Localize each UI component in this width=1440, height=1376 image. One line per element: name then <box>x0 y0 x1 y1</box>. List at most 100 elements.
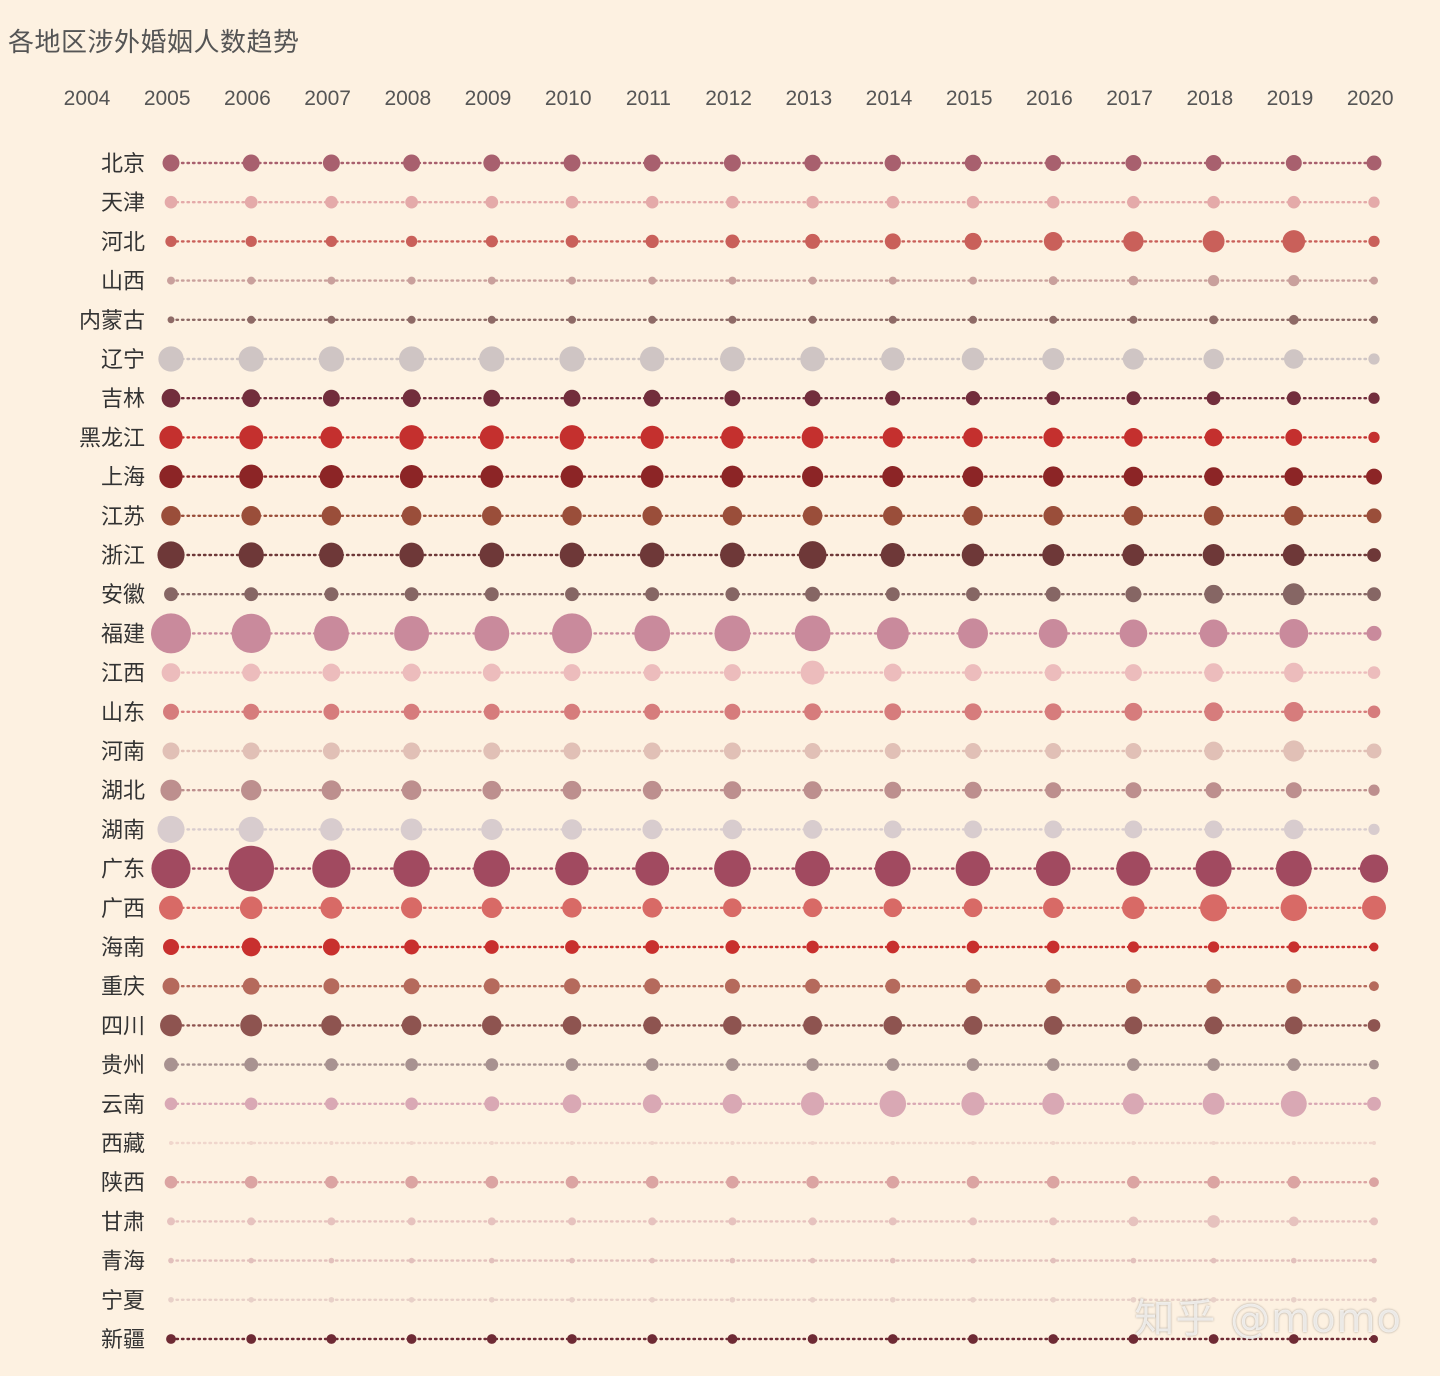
bubble-point <box>1202 1092 1225 1115</box>
bubble-point <box>807 1334 818 1344</box>
bubble-point <box>1366 508 1382 524</box>
bubble-point <box>1043 506 1063 526</box>
bubble-point <box>1362 895 1386 920</box>
bubble-point <box>408 1296 415 1303</box>
bubble-point <box>876 617 909 650</box>
bubble-point <box>1284 349 1304 369</box>
bubble-point <box>725 940 740 954</box>
bubble-point <box>964 820 982 839</box>
bubble-point <box>562 1016 582 1035</box>
bubble-point <box>231 613 271 653</box>
bubble-point <box>228 845 275 892</box>
bubble-point <box>803 898 822 918</box>
bubble-point <box>401 897 423 919</box>
year-tick-label: 2014 <box>866 87 913 110</box>
bubble-point <box>322 742 340 760</box>
bubble-point <box>642 506 662 526</box>
bubble-point <box>244 1097 258 1111</box>
bubble-point <box>483 978 500 995</box>
bubble-point <box>640 425 664 450</box>
bubble-point <box>810 1141 815 1145</box>
bubble-point <box>242 977 260 995</box>
bubble-point <box>1123 506 1144 526</box>
bubble-point <box>969 276 977 285</box>
bubble-point <box>167 1217 175 1226</box>
bubble-point <box>1367 1019 1381 1032</box>
bubble-point <box>1370 315 1378 324</box>
bubble-point <box>642 780 662 800</box>
bubble-point <box>1279 618 1309 648</box>
bubble-point <box>319 464 344 489</box>
bubble-point <box>485 235 498 248</box>
bubble-point <box>800 1092 825 1116</box>
bubble-point <box>1368 353 1380 365</box>
bubble-point <box>482 1015 502 1036</box>
bubble-point <box>720 542 745 568</box>
bubble-point <box>724 703 741 720</box>
bubble-point <box>649 1296 656 1303</box>
bubble-point <box>399 425 424 450</box>
region-label: 云南 <box>101 1093 145 1118</box>
bubble-point <box>642 898 662 918</box>
region-label: 湖南 <box>101 818 145 843</box>
bubble-point <box>1369 981 1379 992</box>
bubble-point <box>1208 1334 1219 1344</box>
bubble-point <box>326 1334 337 1344</box>
bubble-point <box>1367 666 1381 679</box>
bubble-point <box>407 276 416 285</box>
bubble-point <box>563 154 581 172</box>
bubble-point <box>405 1058 418 1071</box>
region-label: 青海 <box>101 1250 145 1275</box>
year-tick-label: 2013 <box>785 87 832 110</box>
bubble-point <box>403 978 420 995</box>
bubble-point <box>559 346 585 372</box>
bubble-point <box>643 389 661 407</box>
bubble-point <box>327 315 336 324</box>
bubble-point <box>1042 1092 1065 1115</box>
year-tick-label: 2012 <box>705 87 752 110</box>
bubble-point <box>241 506 261 526</box>
region-label: 福建 <box>101 622 145 647</box>
bubble-point <box>164 587 178 602</box>
bubble-point <box>474 615 510 651</box>
bubble-point <box>882 427 903 448</box>
region-label: 黑龙江 <box>79 426 145 451</box>
bubble-point <box>1043 427 1063 448</box>
bubble-point <box>962 466 984 487</box>
bubble-point <box>1045 155 1062 171</box>
bubble-point <box>159 895 183 920</box>
bubble-point <box>403 154 421 172</box>
bubble-point <box>1367 587 1381 602</box>
bubble-point <box>883 1016 903 1035</box>
year-tick-label: 2018 <box>1186 87 1233 110</box>
bubble-point <box>804 154 821 172</box>
bubble-point <box>887 1334 898 1344</box>
bubble-point <box>1048 276 1058 286</box>
bubble-point <box>406 1334 417 1344</box>
bubble-point <box>650 1141 655 1145</box>
region-label: 河南 <box>101 740 145 765</box>
bubble-point <box>963 427 983 448</box>
bubble-point <box>648 1217 657 1226</box>
bubble-point <box>489 1141 494 1145</box>
bubble-point <box>966 1058 980 1071</box>
bubble-point <box>1125 978 1141 994</box>
bubble-point <box>955 851 991 887</box>
bubble-point <box>730 1141 735 1145</box>
bubble-point <box>961 1092 985 1116</box>
bubble-point <box>721 465 744 488</box>
bubble-point <box>808 1217 817 1226</box>
bubble-point <box>1290 1257 1297 1264</box>
bubble-point <box>151 613 191 654</box>
bubble-point <box>166 1334 176 1344</box>
bubble-point <box>323 978 340 995</box>
bubble-point <box>322 938 340 956</box>
bubble-point <box>964 703 982 721</box>
bubble-point <box>567 1334 577 1344</box>
bubble-point <box>794 850 831 887</box>
bubble-point <box>1204 663 1223 682</box>
bubble-point <box>794 615 831 652</box>
bubble-point <box>242 389 261 408</box>
bubble-point <box>325 195 338 209</box>
bubble-point <box>884 233 901 250</box>
